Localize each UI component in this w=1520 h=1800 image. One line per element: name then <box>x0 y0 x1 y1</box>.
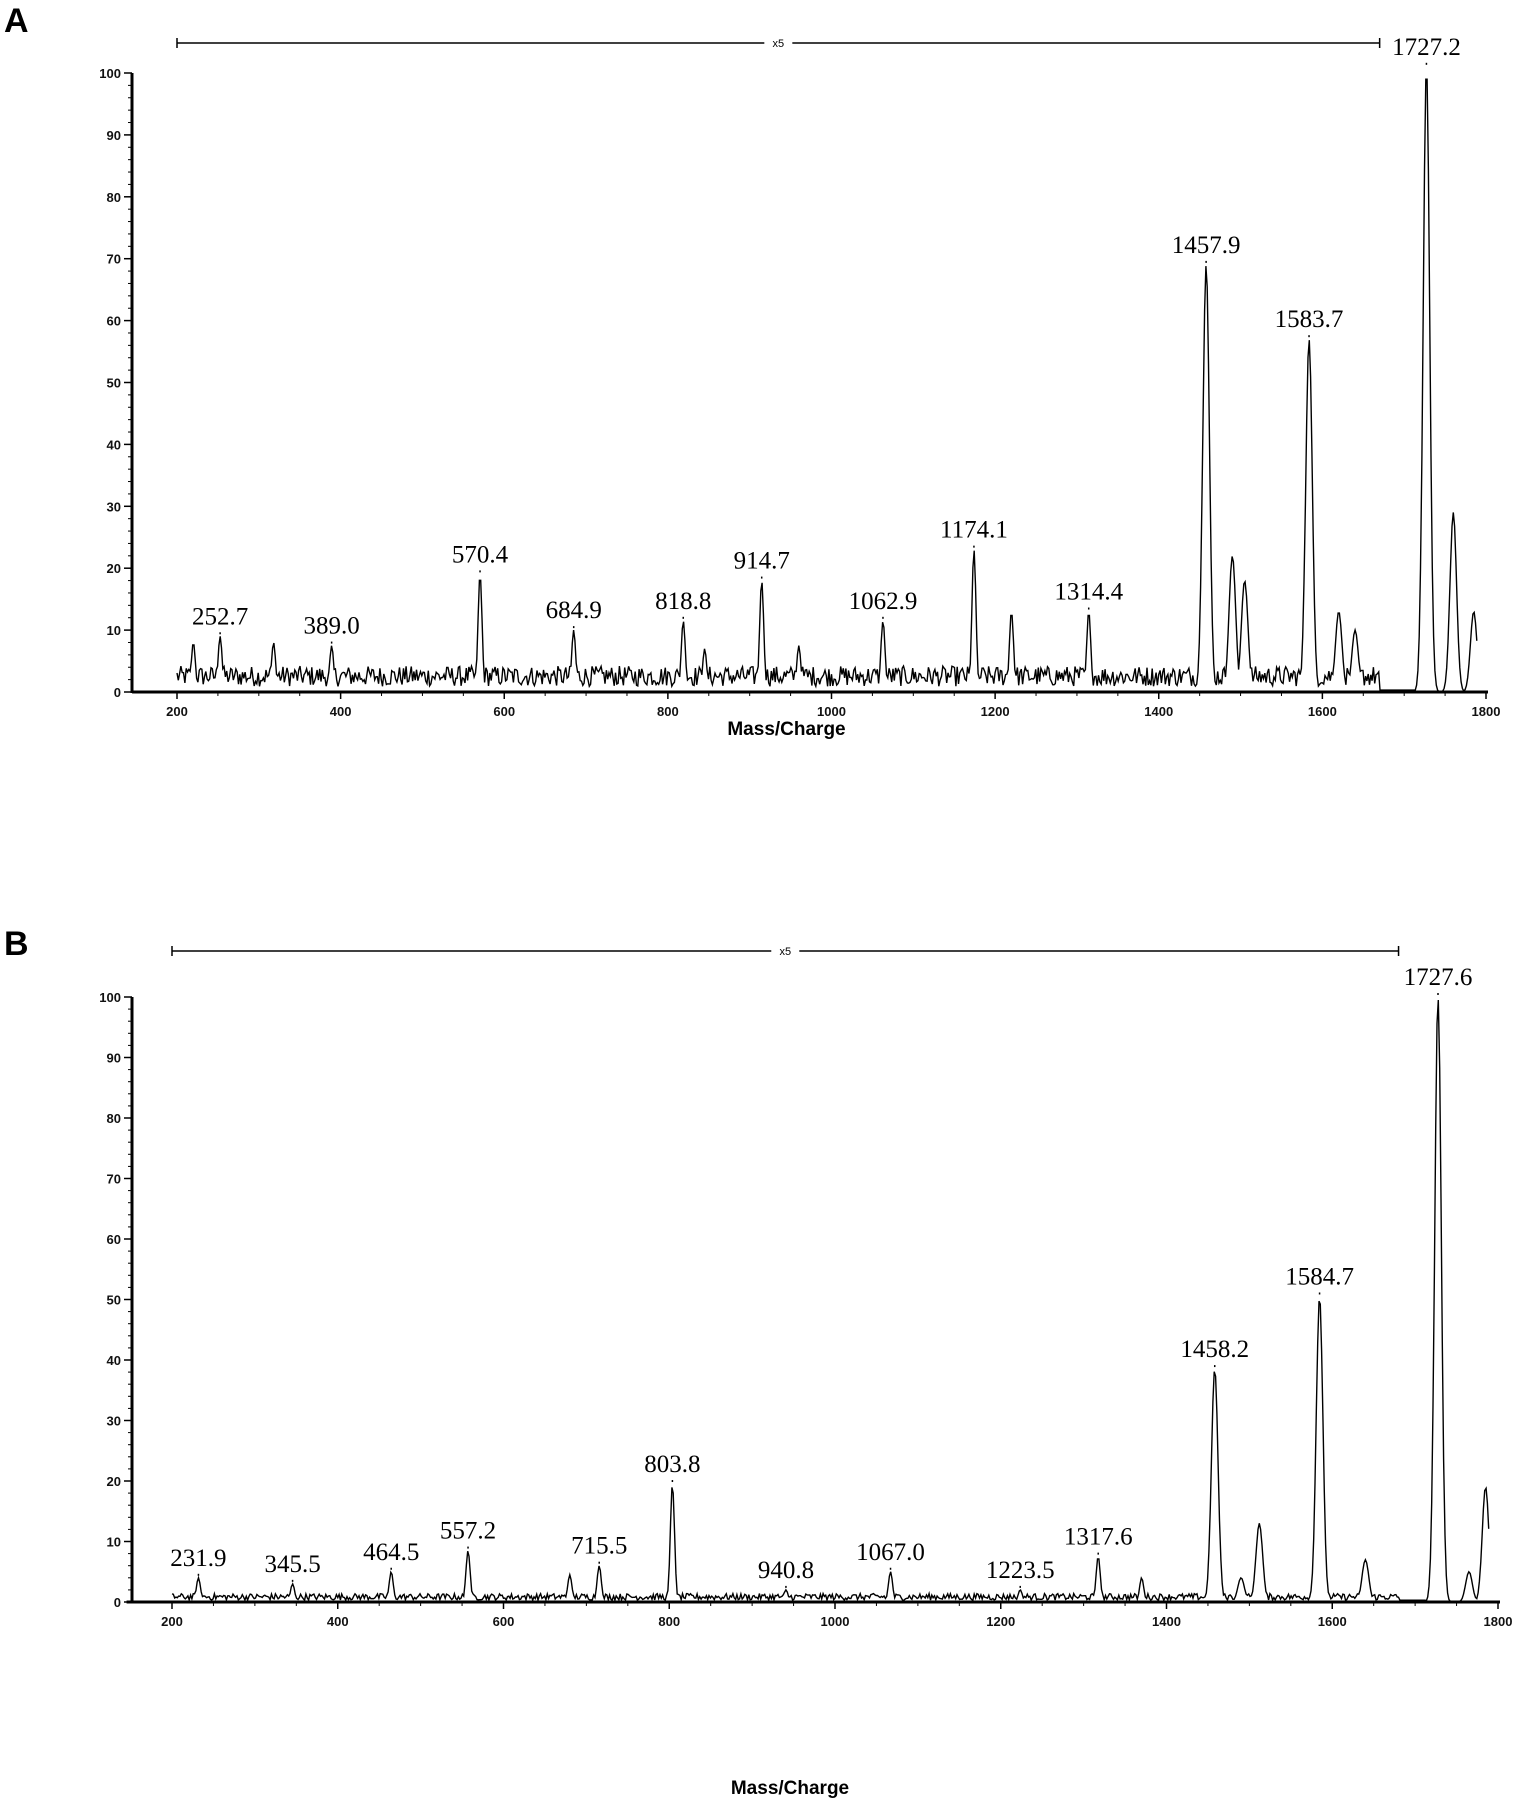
peak-label: 464.5 <box>363 1539 419 1566</box>
y-tick-label: 60 <box>107 314 121 329</box>
y-tick-label: 70 <box>107 252 121 267</box>
x-tick-label: 1000 <box>821 1614 850 1629</box>
peak-label: 570.4 <box>452 541 509 568</box>
y-tick-label: 10 <box>107 1535 121 1550</box>
y-tick-label: 0 <box>114 685 121 700</box>
peak-label: 1062.9 <box>849 588 918 615</box>
y-tick-label: 100 <box>99 66 121 81</box>
x-tick-label: 800 <box>658 1614 680 1629</box>
x-tick-label: 1000 <box>817 704 846 719</box>
y-tick-label: 80 <box>107 190 121 205</box>
x-tick-label: 1600 <box>1318 1614 1347 1629</box>
panel-label: A <box>4 2 29 40</box>
magnification-label: x5 <box>779 946 791 958</box>
x-tick-label: 1200 <box>986 1614 1015 1629</box>
peak-label: 557.2 <box>440 1518 496 1545</box>
peak-label: 1583.7 <box>1275 306 1344 333</box>
y-tick-label: 10 <box>107 623 121 638</box>
peak-label: 1727.2 <box>1392 34 1461 61</box>
peak-label: 1223.5 <box>986 1557 1055 1584</box>
peak-label: 389.0 <box>304 613 360 640</box>
peak-label: 345.5 <box>264 1551 320 1578</box>
x-tick-label: 1800 <box>1472 704 1501 719</box>
x-axis-label: Mass/Charge <box>731 1778 849 1799</box>
peak-label: 914.7 <box>734 548 790 575</box>
y-tick-label: 40 <box>107 1353 121 1368</box>
peak-label: 252.7 <box>192 603 248 630</box>
y-tick-label: 0 <box>114 1595 121 1610</box>
x-tick-label: 800 <box>657 704 679 719</box>
peak-label: 1584.7 <box>1285 1263 1354 1290</box>
x-tick-label: 1800 <box>1484 1614 1513 1629</box>
y-tick-label: 90 <box>107 128 121 143</box>
y-tick-label: 60 <box>107 1232 121 1247</box>
peak-label: 715.5 <box>571 1533 627 1560</box>
peak-label: 940.8 <box>758 1557 814 1584</box>
peak-label: 1457.9 <box>1172 232 1241 259</box>
y-tick-label: 90 <box>107 1051 121 1066</box>
y-tick-label: 50 <box>107 1293 121 1308</box>
peak-label: 803.8 <box>644 1451 700 1478</box>
y-tick-label: 40 <box>107 437 121 452</box>
x-axis-label: Mass/Charge <box>727 719 845 740</box>
y-tick-label: 20 <box>107 1474 121 1489</box>
peak-label: 1174.1 <box>940 517 1008 544</box>
spectrum-trace <box>176 78 1478 693</box>
peak-label: 231.9 <box>170 1545 226 1572</box>
y-tick-label: 70 <box>107 1172 121 1187</box>
spectrum-panel-A: Ax5 0 10 20 30 40 50 60 70 80 90 100 200 400 600 800 100… <box>4 2 1500 740</box>
x-tick-label: 600 <box>493 704 515 719</box>
y-tick-label: 30 <box>107 499 121 514</box>
peak-label: 1458.2 <box>1180 1336 1249 1363</box>
y-tick-label: 20 <box>107 561 121 576</box>
x-tick-label: 1400 <box>1152 1614 1181 1629</box>
y-tick-label: 50 <box>107 376 121 391</box>
y-tick-label: 80 <box>107 1111 121 1126</box>
peak-label: 818.8 <box>655 588 711 615</box>
x-tick-label: 1200 <box>981 704 1010 719</box>
x-tick-label: 400 <box>330 704 352 719</box>
x-tick-label: 1400 <box>1144 704 1173 719</box>
x-tick-label: 1600 <box>1308 704 1337 719</box>
panel-label: B <box>4 925 29 963</box>
spectrum-trace <box>171 999 1490 1603</box>
y-tick-label: 100 <box>99 990 121 1005</box>
y-tick-label: 30 <box>107 1414 121 1429</box>
x-tick-label: 400 <box>327 1614 349 1629</box>
peak-label: 1314.4 <box>1054 579 1123 606</box>
x-tick-label: 200 <box>166 704 188 719</box>
peak-label: 684.9 <box>546 597 602 624</box>
peak-label: 1067.0 <box>856 1539 925 1566</box>
magnification-label: x5 <box>773 38 785 50</box>
x-tick-label: 200 <box>161 1614 183 1629</box>
x-tick-label: 600 <box>493 1614 515 1629</box>
peak-label: 1727.6 <box>1404 964 1473 991</box>
peak-label: 1317.6 <box>1064 1524 1133 1551</box>
